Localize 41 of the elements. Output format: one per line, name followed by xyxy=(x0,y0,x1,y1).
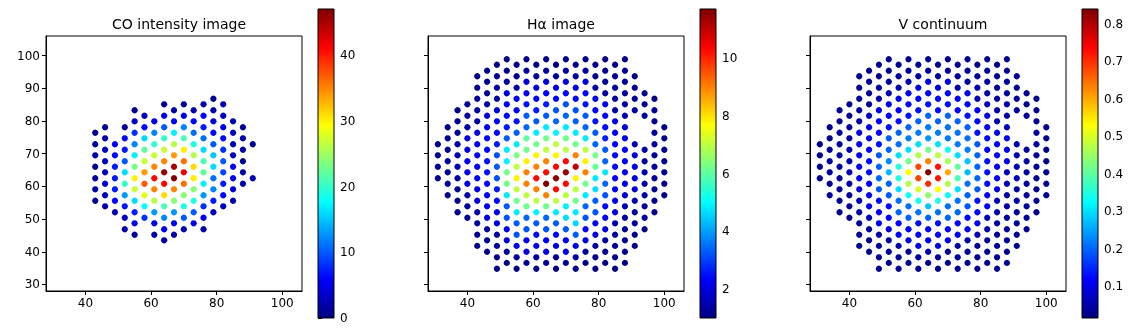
x-tick-label: 80 xyxy=(591,296,607,310)
x-tick-label: 100 xyxy=(1034,296,1058,310)
color-bar-label: 20 xyxy=(340,179,356,194)
x-tick-label: 80 xyxy=(973,296,989,310)
x-tick-label: 40 xyxy=(77,296,94,310)
color-bar-label: 30 xyxy=(340,113,356,128)
color-bar-label: 2 xyxy=(722,282,730,297)
x-tick-label: 60 xyxy=(143,296,159,310)
x-tick-label: 60 xyxy=(525,296,541,310)
y-tick-label: 60 xyxy=(24,179,40,194)
color-bar-label: 10 xyxy=(340,245,356,260)
color-bar-label: 0.2 xyxy=(1104,241,1124,256)
color-bar-label: 0 xyxy=(340,311,348,325)
color-bar-label: 0.7 xyxy=(1104,54,1124,69)
chart-title: V continuum xyxy=(898,16,988,32)
color-bar-label: 40 xyxy=(340,48,356,63)
y-tick-label: 50 xyxy=(24,212,40,227)
color-bar-label: 0.5 xyxy=(1104,129,1124,144)
color-bar-label: 10 xyxy=(722,51,738,66)
color-bar-label: 6 xyxy=(722,166,730,181)
chart-title: Hα image xyxy=(527,16,595,32)
y-tick-label: 80 xyxy=(24,114,40,128)
x-tick-label: 80 xyxy=(209,296,225,310)
y-tick-label: 100 xyxy=(17,48,40,63)
color-bar-label: 0.4 xyxy=(1104,166,1124,181)
x-tick-label: 60 xyxy=(907,296,923,310)
x-tick-label: 100 xyxy=(270,296,294,310)
color-bar-label: 4 xyxy=(722,224,730,239)
x-tick-label: 40 xyxy=(841,296,858,310)
chart-title: CO intensity image xyxy=(112,16,246,32)
color-bar-label: 0.1 xyxy=(1104,279,1124,294)
y-tick-label: 30 xyxy=(24,277,40,292)
color-bar-label: 0.3 xyxy=(1104,204,1124,219)
color-bar-label: 0.6 xyxy=(1104,91,1124,106)
y-tick-label: 40 xyxy=(24,244,40,259)
y-tick-label: 70 xyxy=(24,146,40,161)
x-tick-label: 40 xyxy=(459,296,476,310)
x-tick-label: 100 xyxy=(652,296,676,310)
y-tick-label: 90 xyxy=(24,81,40,96)
color-bar-label: 8 xyxy=(722,108,730,123)
color-bar-label: 0.8 xyxy=(1104,16,1124,31)
